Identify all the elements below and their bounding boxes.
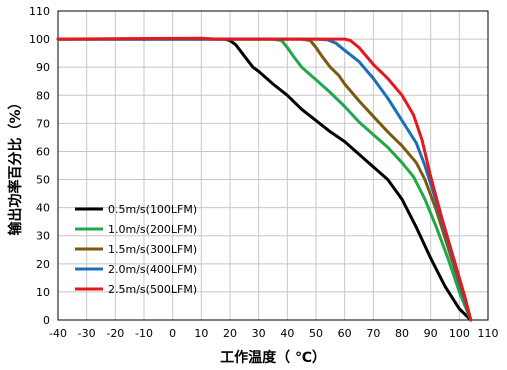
- x-tick-label: 90: [424, 327, 438, 340]
- x-tick-label: 80: [395, 327, 409, 340]
- series-lines: [56, 36, 473, 322]
- x-tick-label: 110: [478, 327, 499, 340]
- series-line-2: [56, 37, 473, 322]
- y-tick-label: 20: [36, 258, 50, 271]
- legend-label-0: 0.5m/s(100LFM): [108, 203, 197, 216]
- legend-label-4: 2.5m/s(500LFM): [108, 283, 197, 296]
- y-tick-label: 70: [36, 117, 50, 130]
- y-tick-label: 110: [29, 5, 50, 18]
- x-tick-label: 100: [449, 327, 470, 340]
- x-tick-label: 30: [252, 327, 266, 340]
- legend-label-3: 2.0m/s(400LFM): [108, 263, 197, 276]
- x-tick-label: -10: [135, 327, 153, 340]
- y-tick-label: 90: [36, 61, 50, 74]
- x-axis-label: 工作温度（ ℃）: [220, 349, 326, 366]
- legend: 0.5m/s(100LFM) 1.0m/s(200LFM) 1.5m/s(300LF…: [75, 203, 197, 296]
- y-tick-label: 80: [36, 89, 50, 102]
- x-tick-label: 20: [223, 327, 237, 340]
- series-line-4: [56, 36, 473, 322]
- y-tick-label: 100: [29, 33, 50, 46]
- y-tick-label: 50: [36, 174, 50, 187]
- series-line-0: [56, 37, 473, 322]
- x-tick-label: -40: [49, 327, 67, 340]
- y-axis-label: 输出功率百分比（%）: [7, 95, 24, 235]
- x-tick-label: -20: [106, 327, 124, 340]
- x-tick-label: 10: [194, 327, 208, 340]
- plot-frame: [57, 10, 489, 321]
- x-tick-label: 40: [280, 327, 294, 340]
- y-tick-label: 60: [36, 145, 50, 158]
- x-tick-label: 70: [366, 327, 380, 340]
- x-tick-label: 60: [338, 327, 352, 340]
- x-tick-label: 0: [169, 327, 176, 340]
- y-tick-label: 40: [36, 202, 50, 215]
- x-tick-label: 50: [309, 327, 323, 340]
- y-tick-label: 30: [36, 230, 50, 243]
- y-tick-label: 0: [43, 314, 50, 327]
- legend-label-2: 1.5m/s(300LFM): [108, 243, 197, 256]
- y-tick-labels: 0 10 20 30 40 50 60 70 80 90 100 110: [29, 5, 50, 327]
- legend-label-1: 1.0m/s(200LFM): [108, 223, 197, 236]
- x-tick-label: -30: [78, 327, 96, 340]
- series-line-1: [56, 37, 473, 322]
- x-tick-labels: -40 -30 -20 -10 0 10 20 30 40 50 60 70 80 90 100 110: [49, 327, 498, 340]
- y-tick-label: 10: [36, 286, 50, 299]
